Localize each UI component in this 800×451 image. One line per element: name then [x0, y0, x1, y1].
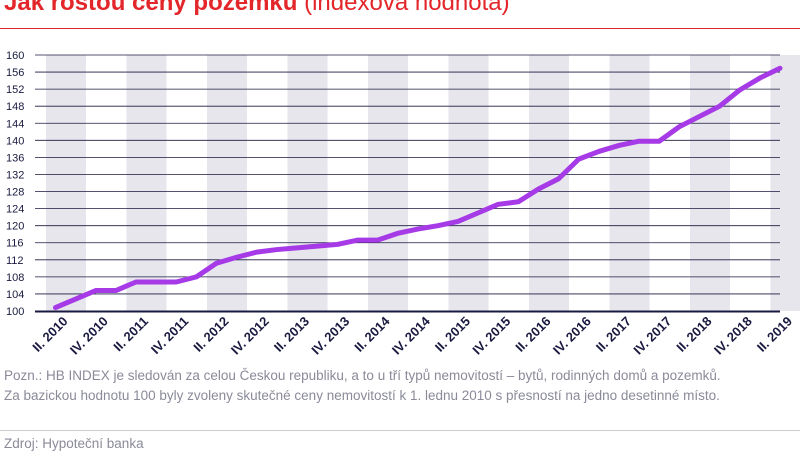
x-tick-label: IV. 2015 — [469, 314, 513, 358]
column-band — [449, 55, 489, 311]
x-tick-label: II. 2014 — [351, 313, 393, 355]
column-band — [46, 55, 86, 311]
y-tick-label: 120 — [6, 221, 24, 233]
note-line-2: Za bazickou hodnotu 100 byly zvoleny sku… — [4, 386, 800, 406]
y-tick-label: 108 — [6, 272, 24, 284]
x-tick-label: IV. 2011 — [148, 314, 191, 357]
x-tick-label: II. 2013 — [271, 314, 312, 355]
y-tick-label: 136 — [6, 152, 24, 164]
y-tick-label: 112 — [6, 255, 24, 267]
x-tick-label: IV. 2018 — [711, 314, 755, 358]
x-tick-label: II. 2010 — [29, 314, 70, 355]
column-band — [288, 55, 328, 311]
column-band — [127, 55, 167, 311]
column-band — [368, 55, 408, 311]
x-tick-label: II. 2015 — [432, 314, 473, 355]
column-band — [771, 55, 800, 311]
line-chart: 100 104 108 112 116 120 124 128 132 136 140 144 148 1… — [0, 0, 800, 360]
column-band — [610, 55, 650, 311]
x-tick-label: II. 2011 — [110, 314, 151, 355]
x-tick-label: II. 2012 — [190, 314, 231, 355]
y-tick-label: 140 — [6, 135, 24, 147]
x-tick-label: II. 2019 — [754, 314, 795, 355]
column-band — [207, 55, 247, 311]
x-tick-label: IV. 2012 — [228, 314, 272, 358]
y-axis-tick-labels: 100 104 108 112 116 120 124 128 132 136 140 144 148 1… — [6, 50, 24, 318]
y-tick-label: 128 — [6, 187, 24, 199]
x-tick-label: IV. 2016 — [550, 314, 594, 358]
y-tick-label: 152 — [6, 84, 24, 96]
x-tick-label: IV. 2014 — [389, 313, 434, 358]
y-tick-label: 148 — [6, 101, 24, 113]
y-tick-label: 144 — [6, 118, 24, 130]
x-tick-label: IV. 2010 — [67, 314, 111, 358]
x-tick-label: II. 2017 — [593, 314, 634, 355]
y-tick-label: 156 — [6, 67, 24, 79]
y-tick-label: 132 — [6, 169, 24, 181]
chart-notes: Pozn.: HB INDEX je sledován za celou Čes… — [4, 366, 800, 406]
x-tick-label: IV. 2017 — [630, 314, 674, 358]
source-divider — [0, 430, 800, 431]
y-tick-label: 124 — [6, 204, 24, 216]
column-bands — [46, 55, 800, 311]
column-band — [690, 55, 730, 311]
x-tick-label: II. 2016 — [512, 314, 553, 355]
y-tick-label: 104 — [6, 289, 24, 301]
x-tick-label: II. 2018 — [673, 314, 714, 355]
y-tick-label: 160 — [6, 50, 24, 62]
y-tick-label: 116 — [6, 238, 24, 250]
y-tick-label: 100 — [6, 306, 24, 318]
note-line-1: Pozn.: HB INDEX je sledován za celou Čes… — [4, 366, 800, 386]
x-tick-label: IV. 2013 — [308, 314, 352, 358]
